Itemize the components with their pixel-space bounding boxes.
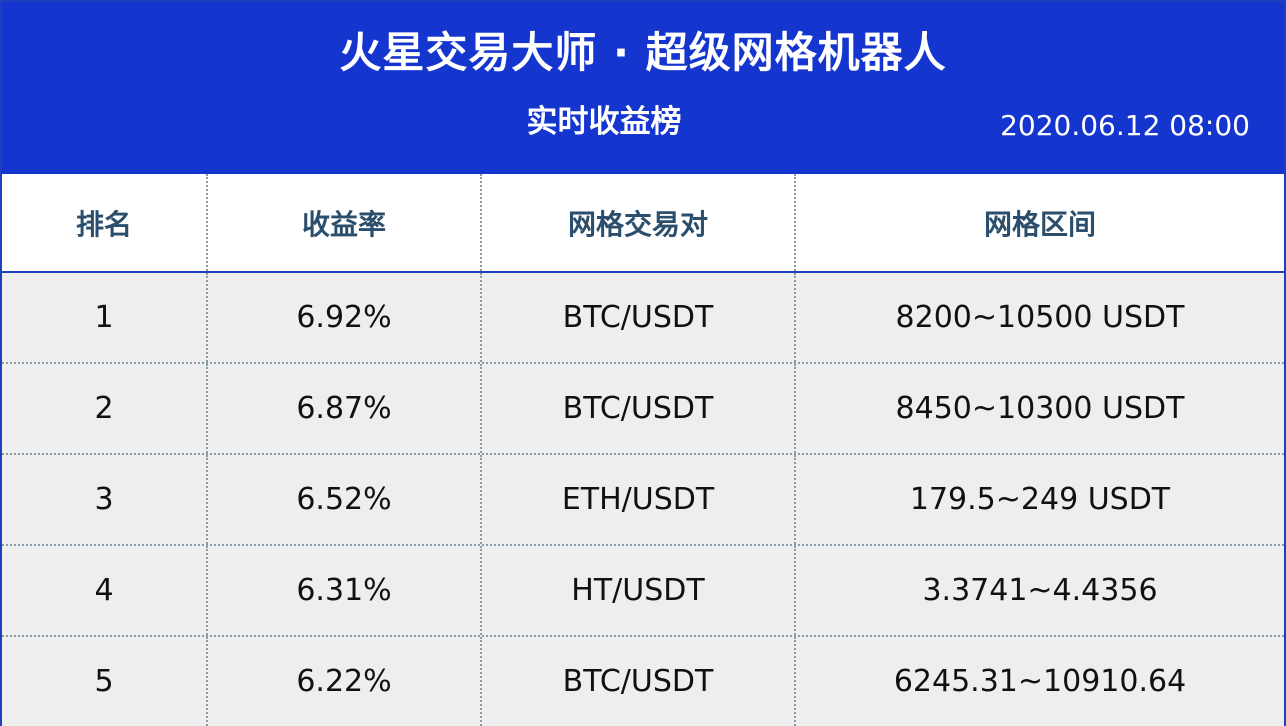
rank-cell: 5 [2, 637, 208, 726]
yield-cell: 6.87% [208, 364, 482, 453]
rank-cell: 4 [2, 546, 208, 635]
yield-cell: 6.22% [208, 637, 482, 726]
range-cell: 6245.31~10910.64 [893, 664, 1187, 699]
table-header-row: 排名 收益率 网格交易对 网格区间 [2, 174, 1284, 273]
table-row: 3 6.52% ETH/USDT 179.5~249 USDT [2, 453, 1284, 544]
column-header-pair: 网格交易对 [482, 174, 796, 271]
rank-cell: 2 [2, 364, 208, 453]
timestamp: 2020.06.12 08:00 [1000, 109, 1250, 142]
pair-cell: BTC/USDT [482, 273, 796, 362]
column-header-yield: 收益率 [208, 174, 482, 271]
table-row: 2 6.87% BTC/USDT 8450~10300 USDT [2, 362, 1284, 453]
range-cell: 8200~10500 USDT [895, 300, 1185, 335]
table-row: 4 6.31% HT/USDT 3.3741~4.4356 [2, 544, 1284, 635]
range-cell: 8450~10300 USDT [895, 391, 1185, 426]
table-row: 1 6.92% BTC/USDT 8200~10500 USDT [2, 273, 1284, 362]
yield-cell: 6.52% [208, 455, 482, 544]
column-header-rank: 排名 [2, 174, 208, 271]
yield-cell: 6.31% [208, 546, 482, 635]
yield-cell: 6.92% [208, 273, 482, 362]
ranking-table: 排名 收益率 网格交易对 网格区间 1 6.92% BTC/USDT 8200~… [2, 174, 1284, 726]
rank-cell: 1 [2, 273, 208, 362]
pair-cell: BTC/USDT [482, 364, 796, 453]
page-title: 火星交易大师 · 超级网格机器人 [339, 28, 947, 77]
column-header-range: 网格区间 [983, 207, 1096, 241]
pair-cell: ETH/USDT [482, 455, 796, 544]
pair-cell: BTC/USDT [482, 637, 796, 726]
pair-cell: HT/USDT [482, 546, 796, 635]
header-banner: 火星交易大师 · 超级网格机器人 实时收益榜 2020.06.12 08:00 [2, 2, 1284, 174]
table-row: 5 6.22% BTC/USDT 6245.31~10910.64 [2, 635, 1284, 726]
page-subtitle: 实时收益榜 [526, 104, 682, 140]
rank-cell: 3 [2, 455, 208, 544]
range-cell: 3.3741~4.4356 [922, 573, 1158, 608]
range-cell: 179.5~249 USDT [909, 482, 1171, 517]
